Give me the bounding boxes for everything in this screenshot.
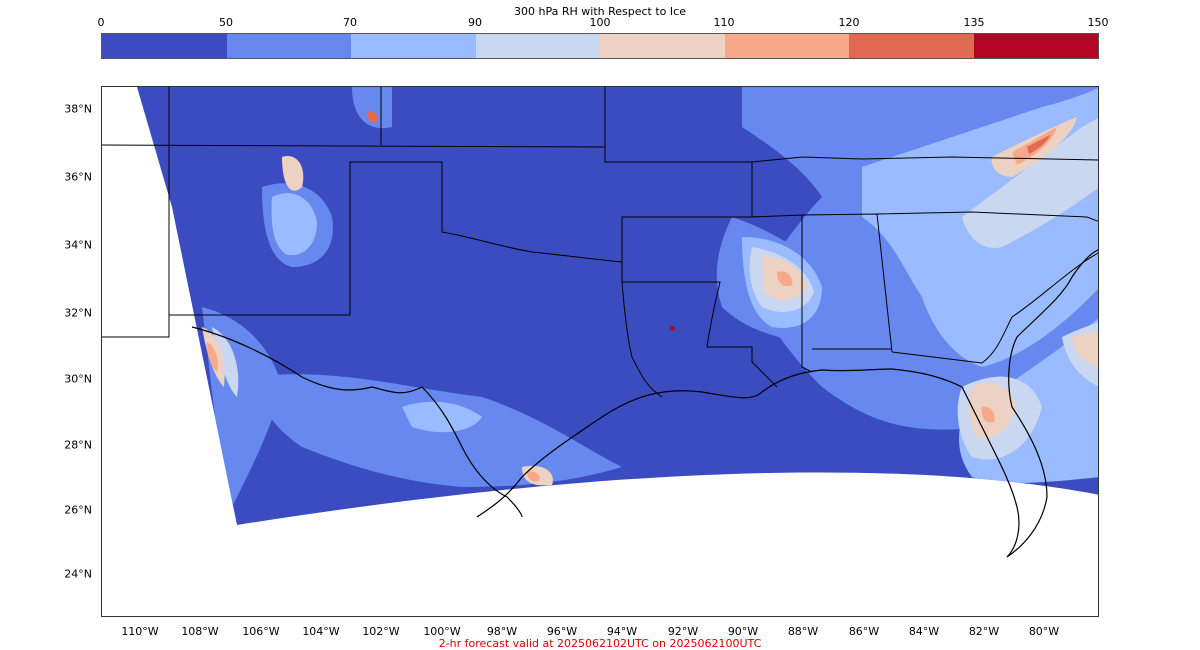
longitude-label: 86°W [848, 625, 880, 638]
longitude-label: 100°W [423, 625, 461, 638]
colorbar-segment [600, 34, 725, 58]
longitude-label: 82°W [968, 625, 1000, 638]
colorbar-segment [973, 34, 1098, 58]
atlantic-coastline [1006, 249, 1098, 558]
rh-contour-100-110 [1072, 332, 1098, 367]
longitude-label: 104°W [302, 625, 340, 638]
rh-contour-90-100 [962, 117, 1098, 248]
rh-contour-110-120 [206, 342, 218, 372]
state-border [876, 211, 1098, 222]
latitude-label: 34°N [64, 238, 92, 252]
rh-contour-110-120 [777, 271, 793, 287]
rh-contour-70-90 [271, 193, 317, 256]
longitude-label: 88°W [787, 625, 819, 638]
rh-contour-120-135 [366, 111, 378, 123]
coastline [191, 249, 1098, 558]
state-border [621, 281, 663, 398]
colorbar-segment [102, 34, 227, 58]
forecast-caption: 2-hr forecast valid at 2025062102UTC on … [438, 637, 762, 650]
latitude-label: 36°N [64, 170, 92, 184]
rio-grande [191, 326, 523, 518]
colorbar-segment [226, 34, 351, 58]
colorbar-segment [849, 34, 974, 58]
colorbar-segment [351, 34, 476, 58]
state-border [707, 346, 778, 388]
colorbar-tick-label: 90 [468, 16, 482, 29]
rh-contour-100-110 [282, 156, 304, 191]
colorbar-tick-label: 135 [963, 16, 985, 29]
latitude-label: 32°N [64, 306, 92, 320]
state-border [169, 161, 623, 316]
rh-contour-50-70 [352, 87, 392, 129]
longitude-label: 94°W [606, 625, 638, 638]
colorbar-tick-label: 0 [97, 16, 105, 29]
rh-contour-110-120 [527, 471, 540, 482]
gulf-coastline [476, 368, 1020, 558]
latitude-label: 38°N [64, 102, 92, 116]
longitude-label: 106°W [242, 625, 280, 638]
rh-contour-135-150 [669, 326, 676, 331]
state-borders [102, 87, 1098, 398]
colorbar-tick-label: 50 [219, 16, 233, 29]
colorbar-title: 300 hPa RH with Respect to Ice [514, 5, 686, 18]
rh-field [202, 87, 1098, 507]
longitude-label: 108°W [181, 625, 219, 638]
latitude-label: 30°N [64, 372, 92, 386]
colorbar-tick-label: 110 [713, 16, 735, 29]
longitude-label: 84°W [908, 625, 940, 638]
rh-contour-110-120 [981, 406, 995, 423]
longitude-label: 98°W [486, 625, 518, 638]
longitude-label: 110°W [121, 625, 159, 638]
latitude-label: 26°N [64, 503, 92, 517]
state-border [751, 214, 813, 373]
longitude-label: 90°W [727, 625, 759, 638]
rh-contour-70-90 [402, 401, 482, 433]
rh-contour-120-135 [1027, 135, 1050, 154]
state-border [751, 156, 1098, 163]
colorbar-tick-label: 100 [589, 16, 611, 29]
colorbar-segment [724, 34, 849, 58]
colorbar-tick-label: 120 [838, 16, 860, 29]
latitude-label: 28°N [64, 438, 92, 452]
longitude-label: 102°W [362, 625, 400, 638]
state-border [604, 87, 753, 348]
state-border [102, 144, 606, 148]
rh-contour-90-100 [212, 327, 239, 397]
longitude-label: 96°W [546, 625, 578, 638]
colorbar-segment [475, 34, 600, 58]
colorbar-tick-label: 70 [343, 16, 357, 29]
colorbar-tick-label: 150 [1087, 16, 1109, 29]
state-border [891, 351, 983, 364]
longitude-label: 80°W [1028, 625, 1060, 638]
colorbar [101, 33, 1099, 59]
state-border [981, 252, 1098, 364]
map-canvas [102, 87, 1098, 558]
map-frame [101, 86, 1099, 617]
longitude-label: 92°W [667, 625, 699, 638]
state-border [102, 87, 170, 338]
latitude-label: 24°N [64, 567, 92, 581]
